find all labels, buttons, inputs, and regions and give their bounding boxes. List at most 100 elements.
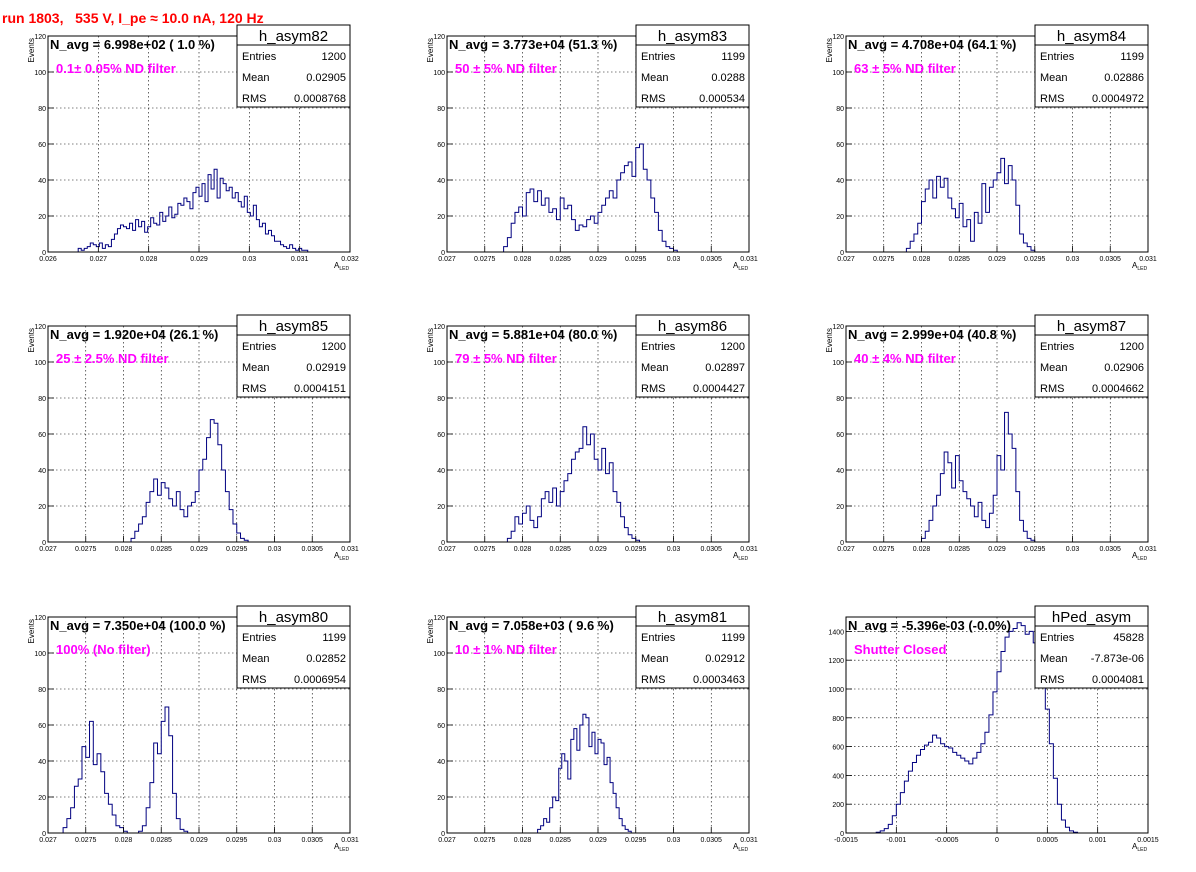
stats-key: Mean <box>1040 362 1068 374</box>
x-tick-label: 0.031 <box>1139 546 1157 553</box>
y-tick-label: 120 <box>433 34 445 41</box>
y-tick-label: 200 <box>832 802 844 809</box>
stats-key: RMS <box>641 674 665 686</box>
stats-key: RMS <box>242 383 266 395</box>
histogram-panel: 0.026 0.027 0.028 0.029 0.03 0.031 0.032 0 20 40 6… <box>27 24 359 272</box>
y-tick-label: 60 <box>437 432 445 439</box>
x-tick-label: 0.0295 <box>1024 256 1046 263</box>
x-tick-label: 0.028 <box>115 546 133 553</box>
x-tick-label: 0.027 <box>90 256 108 263</box>
x-tick-label: 0.0295 <box>625 256 647 263</box>
y-tick-label: 60 <box>38 142 46 149</box>
stats-key: Mean <box>641 653 669 665</box>
x-tick-label: 0.028 <box>514 546 532 553</box>
y-tick-label: 20 <box>437 214 445 221</box>
histogram-line <box>506 426 641 542</box>
y-tick-label: 0 <box>441 540 445 547</box>
stats-title: h_asym80 <box>259 609 328 626</box>
stats-value: 0.02852 <box>306 653 346 665</box>
x-tick-label: 0.031 <box>740 256 758 263</box>
stats-key: Entries <box>1040 632 1075 644</box>
y-tick-label: 120 <box>34 34 46 41</box>
x-tick-label: 0.0305 <box>701 546 723 553</box>
x-tick-label: 0.0275 <box>75 837 97 844</box>
x-tick-label: 0.0275 <box>873 546 895 553</box>
stats-key: Mean <box>1040 653 1068 665</box>
stats-key: Mean <box>242 653 270 665</box>
y-tick-label: 20 <box>836 214 844 221</box>
x-tick-label: 0.029 <box>190 837 208 844</box>
stats-value: 1199 <box>721 51 745 63</box>
x-axis-label: ALED <box>334 842 349 853</box>
y-axis-label: Events <box>27 38 36 62</box>
filter-label: 10 ± 1% ND filter <box>455 642 557 657</box>
stats-value: 0.02886 <box>1104 72 1144 84</box>
stats-value: 0.02897 <box>705 362 745 374</box>
x-tick-label: 0.032 <box>341 256 359 263</box>
y-tick-label: 60 <box>437 142 445 149</box>
y-tick-label: 40 <box>836 468 844 475</box>
y-tick-label: 120 <box>34 324 46 331</box>
stats-key: Entries <box>242 51 277 63</box>
stats-key: RMS <box>1040 93 1064 105</box>
x-axis-label: ALED <box>1132 551 1147 562</box>
x-tick-label: 0.028 <box>514 256 532 263</box>
stats-box <box>635 314 750 398</box>
y-tick-label: 80 <box>836 106 844 113</box>
x-tick-label: 0.0305 <box>1100 256 1122 263</box>
stats-value: -7.873e-06 <box>1091 653 1144 665</box>
stats-box <box>236 605 351 689</box>
stats-value: 0.02905 <box>306 72 346 84</box>
y-tick-label: 80 <box>836 396 844 403</box>
histogram-line <box>503 143 678 252</box>
x-tick-label: 0.031 <box>740 546 758 553</box>
y-tick-label: 100 <box>34 651 46 658</box>
stats-box <box>1034 24 1149 108</box>
y-tick-label: 0 <box>441 250 445 257</box>
stats-title: h_asym83 <box>658 28 727 45</box>
y-tick-label: 0 <box>441 831 445 838</box>
stats-key: RMS <box>641 93 665 105</box>
y-tick-label: 100 <box>832 70 844 77</box>
x-axis-label: ALED <box>733 261 748 272</box>
stats-box <box>635 24 750 108</box>
stats-title: hPed_asym <box>1052 609 1131 626</box>
y-tick-label: 120 <box>832 34 844 41</box>
histogram-line <box>77 168 309 252</box>
filter-label: 79 ± 5% ND filter <box>455 351 557 366</box>
histogram-panel: 0.027 0.0275 0.028 0.0285 0.029 0.0295 0.03 0.0… <box>27 605 359 853</box>
x-tick-label: 0.0295 <box>625 837 647 844</box>
x-tick-label: -0.0005 <box>935 837 959 844</box>
x-tick-label: 0.0275 <box>474 837 496 844</box>
stats-key: Entries <box>242 341 277 353</box>
x-tick-label: 0.029 <box>190 256 208 263</box>
x-tick-label: 0.031 <box>1139 256 1157 263</box>
filter-label: 25 ± 2.5% ND filter <box>56 351 169 366</box>
y-tick-label: 100 <box>34 70 46 77</box>
x-tick-label: 0.0285 <box>550 256 572 263</box>
y-tick-label: 60 <box>38 432 46 439</box>
x-tick-label: 0.0275 <box>873 256 895 263</box>
y-tick-label: 600 <box>832 745 844 752</box>
y-tick-label: 80 <box>437 106 445 113</box>
y-tick-label: 80 <box>38 106 46 113</box>
y-axis-label: Events <box>825 328 834 352</box>
n-avg-label: N_avg = 7.058e+03 ( 9.6 %) <box>449 618 614 633</box>
x-tick-label: 0.0305 <box>302 546 324 553</box>
y-tick-label: 0 <box>42 540 46 547</box>
stats-key: Entries <box>641 632 676 644</box>
stats-key: RMS <box>242 674 266 686</box>
filter-label: 40 ± 4% ND filter <box>854 351 956 366</box>
x-axis-label: ALED <box>1132 842 1147 853</box>
stats-value: 1200 <box>1120 341 1144 353</box>
stats-value: 0.0004427 <box>693 383 745 395</box>
y-tick-label: 60 <box>836 142 844 149</box>
x-tick-label: 0.03 <box>243 256 257 263</box>
y-tick-label: 100 <box>433 70 445 77</box>
y-tick-label: 120 <box>433 615 445 622</box>
y-tick-label: 40 <box>437 468 445 475</box>
histogram-line <box>130 419 249 542</box>
stats-value: 0.02912 <box>705 653 745 665</box>
y-tick-label: 20 <box>38 504 46 511</box>
x-tick-label: 0.027 <box>837 546 855 553</box>
